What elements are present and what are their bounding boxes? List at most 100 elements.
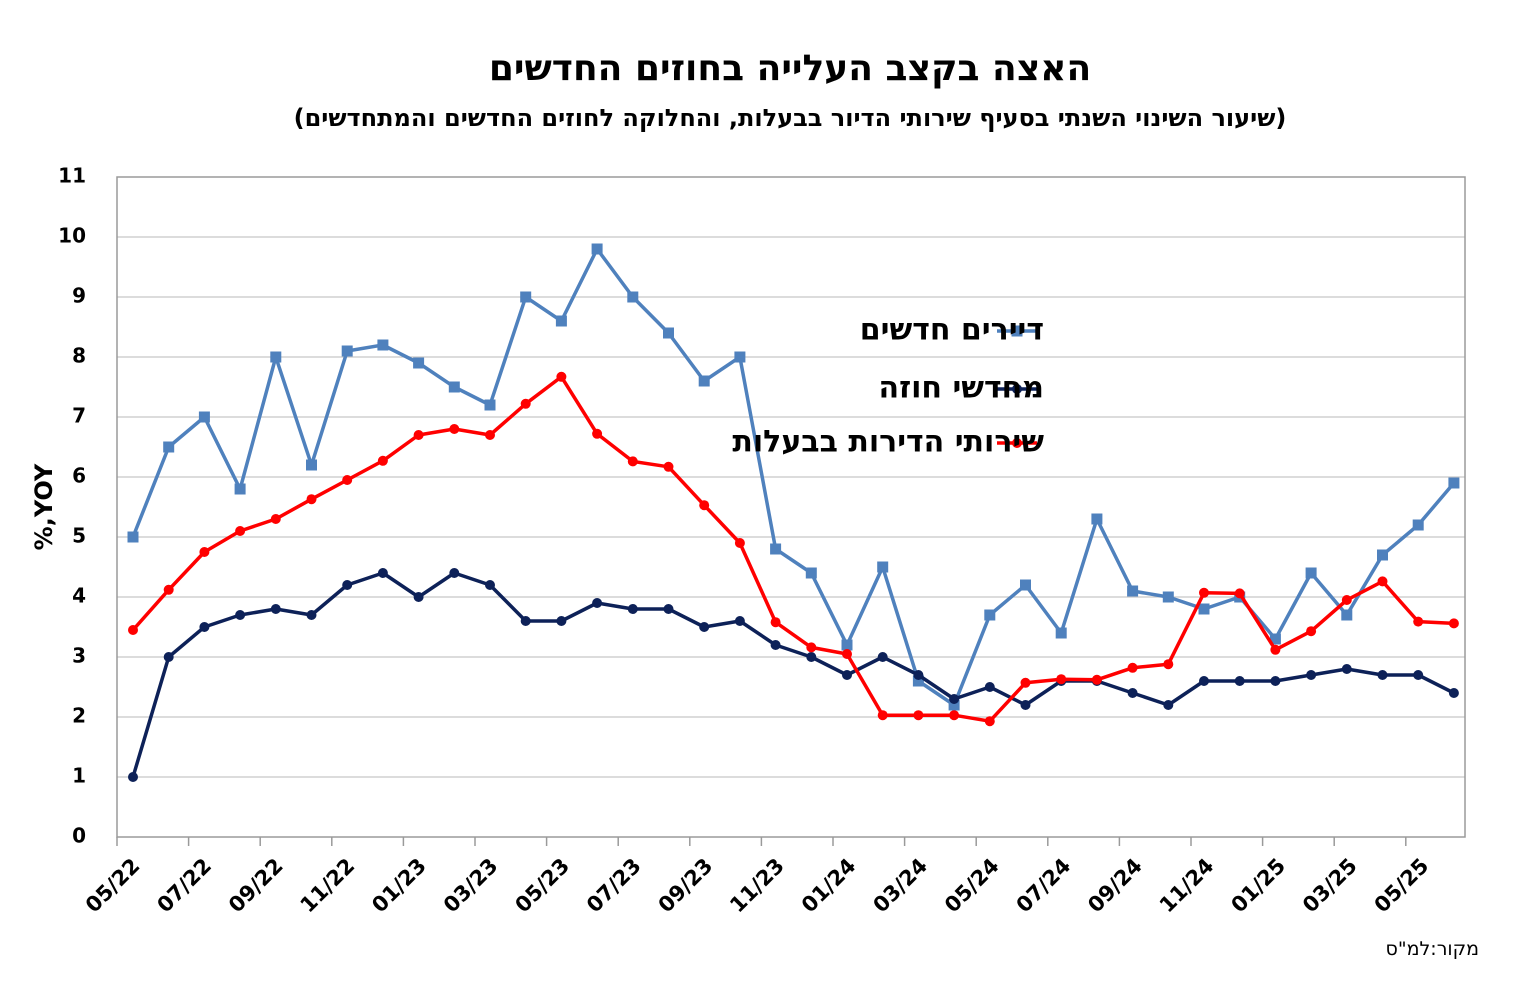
data-point bbox=[734, 351, 746, 363]
x-tick-label: 05/23 bbox=[510, 854, 574, 918]
data-point bbox=[448, 381, 460, 393]
y-tick-label: 9 bbox=[72, 284, 86, 308]
data-point bbox=[1020, 700, 1031, 710]
data-point bbox=[1270, 676, 1281, 686]
grid-lines bbox=[117, 236, 1465, 778]
data-point bbox=[984, 682, 995, 692]
series bbox=[127, 243, 1460, 711]
series bbox=[128, 371, 1459, 727]
data-point bbox=[699, 500, 710, 511]
data-point bbox=[592, 598, 603, 608]
legend-label: מחדשי חוזה bbox=[878, 371, 1044, 406]
data-point bbox=[663, 327, 674, 339]
x-tick-label: 09/24 bbox=[1083, 854, 1147, 918]
data-point bbox=[1162, 591, 1174, 603]
data-point bbox=[984, 609, 996, 621]
data-point bbox=[449, 568, 460, 578]
data-point bbox=[949, 694, 960, 704]
y-tick-label: 5 bbox=[72, 524, 86, 548]
data-point bbox=[1413, 670, 1424, 680]
data-point bbox=[520, 616, 531, 626]
data-point bbox=[1448, 618, 1459, 629]
data-point bbox=[913, 710, 924, 721]
data-point bbox=[377, 568, 388, 578]
x-tick-label: 01/24 bbox=[797, 854, 861, 918]
data-point bbox=[163, 652, 174, 662]
y-axis-label: %,YOY bbox=[30, 463, 58, 550]
data-point bbox=[663, 604, 674, 614]
data-point bbox=[1305, 567, 1317, 579]
data-point bbox=[520, 291, 532, 303]
data-point bbox=[1306, 626, 1317, 637]
legend: דיירים חדשים מחדשי חוזה שירותי הדירות בבעל… bbox=[732, 313, 1044, 460]
y-tick-label: 1 bbox=[72, 764, 86, 788]
data-point bbox=[1020, 579, 1031, 591]
data-point bbox=[734, 538, 745, 548]
data-point bbox=[163, 441, 175, 453]
data-point bbox=[1020, 677, 1031, 688]
data-point bbox=[877, 561, 889, 573]
data-point bbox=[841, 639, 853, 651]
data-point bbox=[1163, 659, 1174, 670]
data-point bbox=[699, 622, 710, 632]
data-point bbox=[484, 399, 496, 411]
y-tick-label: 10 bbox=[58, 224, 86, 248]
data-point bbox=[342, 475, 353, 485]
data-point bbox=[949, 710, 960, 721]
data-point bbox=[485, 430, 495, 440]
data-point bbox=[1341, 609, 1353, 621]
x-tick-label: 07/22 bbox=[152, 854, 216, 918]
data-point bbox=[163, 584, 174, 595]
data-point bbox=[806, 642, 817, 653]
data-point bbox=[1234, 588, 1245, 599]
data-point bbox=[485, 580, 495, 590]
y-tick-label: 11 bbox=[58, 164, 86, 188]
data-point bbox=[806, 652, 817, 662]
data-point bbox=[377, 339, 389, 351]
data-point bbox=[342, 580, 353, 590]
legend-item: מחדשי חוזה bbox=[878, 371, 1044, 406]
x-tick-label: 05/24 bbox=[940, 854, 1004, 918]
x-tick-label: 05/22 bbox=[81, 854, 145, 918]
data-point bbox=[199, 622, 210, 632]
data-point bbox=[413, 357, 425, 369]
data-point bbox=[556, 616, 567, 626]
data-point bbox=[270, 604, 281, 614]
data-point bbox=[1270, 644, 1281, 655]
data-point bbox=[591, 243, 603, 255]
data-point bbox=[984, 716, 995, 727]
data-point bbox=[913, 670, 924, 680]
x-axis-ticks: 05/22 07/22 09/22 11/22 01/23 03/23 05/23 07/23… bbox=[81, 837, 1433, 918]
y-tick-label: 0 bbox=[72, 824, 86, 848]
data-point bbox=[627, 456, 638, 467]
y-tick-label: 6 bbox=[72, 464, 86, 488]
data-point bbox=[235, 526, 246, 536]
data-point bbox=[1198, 603, 1210, 615]
y-tick-label: 3 bbox=[72, 644, 86, 668]
data-point bbox=[1127, 688, 1138, 698]
legend-swatch-marker bbox=[1012, 438, 1022, 448]
x-tick-label: 03/24 bbox=[868, 854, 932, 918]
data-point bbox=[1306, 670, 1317, 680]
data-point bbox=[1091, 674, 1102, 685]
data-point bbox=[1341, 664, 1352, 674]
data-point bbox=[842, 670, 852, 680]
data-point bbox=[449, 424, 460, 434]
data-point bbox=[770, 617, 781, 628]
data-point bbox=[199, 547, 210, 557]
y-axis-ticks: 0 1 2 3 4 5 6 7 8 9 10 11 bbox=[58, 164, 86, 848]
data-point bbox=[1448, 688, 1459, 698]
data-point bbox=[1412, 519, 1424, 531]
legend-item: דיירים חדשים bbox=[860, 313, 1044, 348]
y-tick-label: 4 bbox=[72, 584, 86, 608]
data-point bbox=[877, 710, 888, 721]
data-point bbox=[413, 592, 424, 602]
data-point bbox=[128, 625, 138, 635]
data-point bbox=[270, 514, 281, 524]
data-point bbox=[948, 699, 960, 711]
data-point bbox=[270, 351, 282, 363]
source-note: מקור:למ"ס bbox=[1385, 938, 1479, 960]
x-tick-label: 07/24 bbox=[1012, 854, 1076, 918]
x-tick-label: 09/23 bbox=[654, 854, 718, 918]
